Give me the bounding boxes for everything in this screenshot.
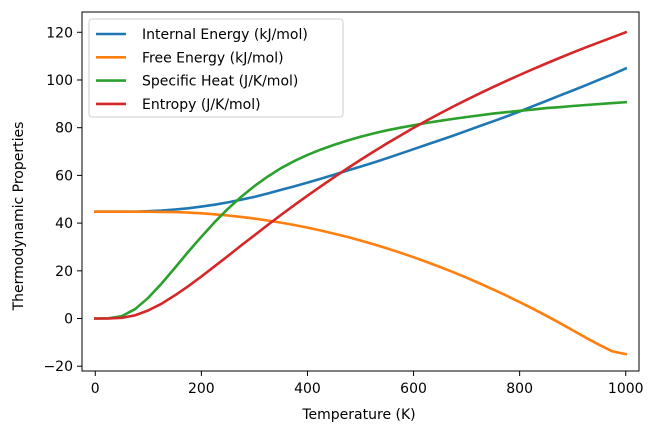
series-line-0	[94, 66, 628, 213]
series-line-1	[94, 210, 628, 356]
series-line-2	[93, 100, 628, 320]
y-tick-label: 60	[55, 168, 73, 184]
legend-box	[88, 18, 344, 118]
y-tick-label: 0	[64, 312, 73, 328]
y-tick-label: 120	[46, 25, 73, 41]
x-tick-label: 200	[188, 381, 215, 397]
x-axis-label: Temperature (K)	[301, 407, 415, 423]
legend-label-1: Free Energy (kJ/mol)	[142, 50, 284, 66]
y-axis: −20 0 20 40 60 80 100 120	[43, 25, 82, 375]
x-tick-label: 400	[294, 381, 321, 397]
series-layer	[93, 30, 628, 356]
plot-frame	[81, 11, 640, 372]
y-axis-label: Thermodynamic Properties	[11, 122, 27, 312]
legend: Internal Energy (kJ/mol) Free Energy (kJ/…	[88, 18, 344, 118]
x-tick-label: 600	[400, 381, 427, 397]
y-tick-label: 20	[55, 264, 73, 280]
x-tick-label: 800	[506, 381, 533, 397]
y-tick-label: −20	[43, 359, 73, 375]
legend-label-0: Internal Energy (kJ/mol)	[142, 27, 308, 43]
series-line-3	[94, 30, 628, 320]
y-tick-label: 40	[55, 216, 73, 232]
legend-label-3: Entropy (J/K/mol)	[142, 97, 261, 113]
x-tick-label: 0	[91, 381, 100, 397]
y-tick-label: 100	[46, 73, 73, 89]
legend-label-2: Specific Heat (J/K/mol)	[142, 74, 298, 90]
y-tick-label: 80	[55, 121, 73, 137]
x-tick-label: 1000	[608, 381, 644, 397]
x-axis: 0 200 400 600 800 1000	[91, 371, 644, 397]
